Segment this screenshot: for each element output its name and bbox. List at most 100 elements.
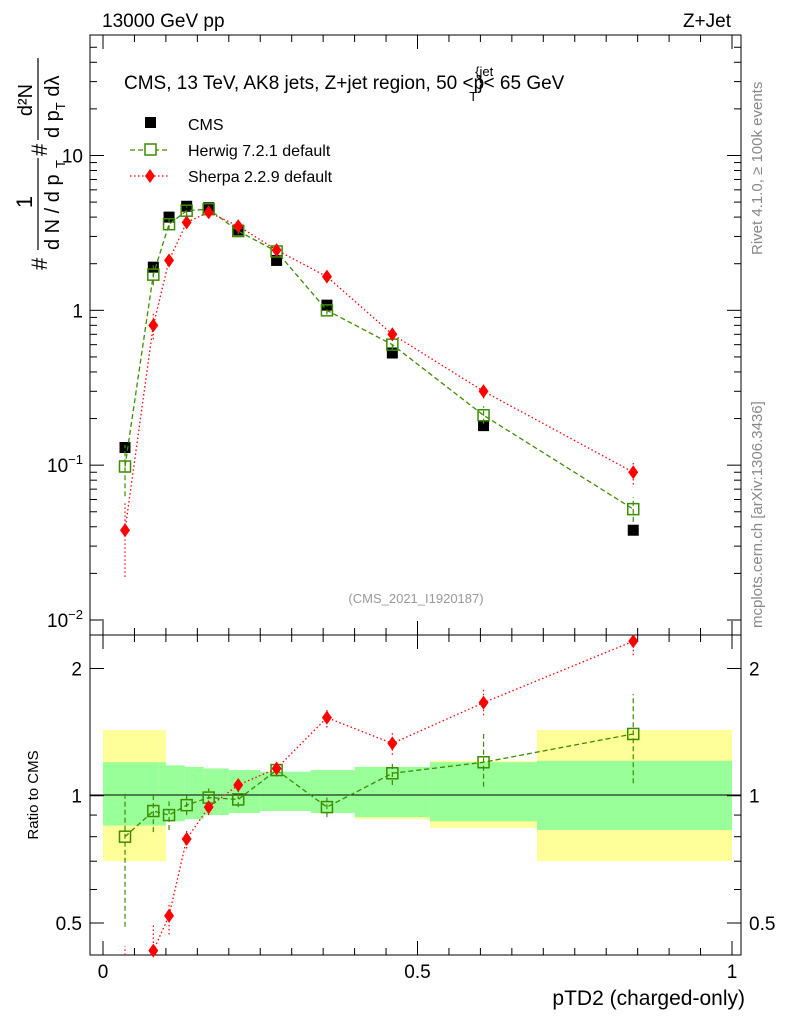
ratio-band-inner-bin — [159, 762, 166, 826]
y-label-deriv-bottom: d pT dλ — [42, 76, 68, 138]
ratio-band-inner — [103, 760, 732, 830]
herwig-ratio-point — [626, 727, 640, 741]
sherpa-data-point — [203, 205, 214, 220]
sherpa-ratio-point — [181, 832, 192, 847]
x-tick-label: 0 — [98, 962, 109, 983]
cms-data-point — [386, 347, 398, 359]
plot-title-text: CMS, 13 TeV, AK8 jets, Z+jet region, 50 … — [124, 73, 484, 94]
y-label-sub-t-2: T — [53, 102, 68, 110]
herwig-data-point — [118, 460, 132, 473]
y-label-sub-t-1: T — [53, 160, 68, 168]
header-left: 13000 GeV pp — [102, 11, 225, 32]
x-tick-label: 0.5 — [404, 962, 430, 983]
sherpa-ratio-point — [628, 634, 639, 649]
tick-exponent: −2 — [68, 607, 83, 622]
plot-title-sup: {jet — [475, 64, 493, 79]
x-tick-label: 1 — [727, 962, 738, 983]
ratio-band-inner-bin — [228, 770, 261, 814]
analysis-id: (CMS_2021_I1920187) — [348, 591, 483, 606]
y-label-hash2: # — [27, 143, 52, 156]
sherpa-data-point — [233, 219, 244, 234]
y-label-hash1: # — [27, 257, 52, 270]
y-label-dp: d p — [42, 110, 64, 138]
sherpa-ratio-point — [478, 695, 489, 710]
ratio-band-inner-bin — [184, 766, 204, 820]
legend-label-herwig: Herwig 7.2.1 default — [188, 143, 331, 160]
sherpa-ratio-point — [233, 778, 244, 793]
ratio-y-tick-label-left: 0.5 — [56, 914, 82, 935]
herwig-data-point — [147, 268, 160, 281]
sherpa-ratio-point — [387, 736, 398, 751]
y-label-lambda: dλ — [42, 76, 64, 103]
herwig-data-point — [626, 502, 640, 516]
legend-label-sherpa: Sherpa 2.2.9 default — [188, 169, 333, 186]
series-layer — [118, 200, 640, 958]
sherpa-data-point — [387, 327, 398, 342]
header-right: Z+Jet — [683, 11, 732, 32]
plot-title-end: }< 65 GeV — [477, 73, 564, 94]
ratio-band-inner-bin — [103, 762, 160, 826]
tick-base: 10 — [62, 146, 83, 167]
sherpa-ratio-point — [164, 908, 175, 923]
herwig-ratio-point — [180, 798, 193, 812]
ratio-y-tick-label-right: 2 — [749, 659, 760, 680]
sherpa-ratio-point — [271, 761, 282, 776]
herwig-data-point — [477, 409, 490, 422]
sherpa-data-point — [148, 318, 159, 333]
main-y-tick-label: 10 — [62, 146, 83, 167]
ratio-band-inner-bin — [430, 762, 538, 822]
ratio-band-inner-bin — [165, 765, 185, 822]
sherpa-data-point — [271, 243, 282, 258]
y-label-frac-bottom: d N / d p — [42, 174, 64, 250]
herwig-ratio-point — [386, 767, 399, 780]
tick-base: 10 — [47, 611, 68, 632]
sherpa-data-point — [120, 523, 131, 538]
main-y-axis-label: # 1 d N / d p T # d²N d pT dλ — [12, 58, 68, 270]
tick-exponent: −1 — [68, 452, 83, 467]
herwig-main-line — [124, 208, 634, 510]
tick-base: 10 — [47, 456, 68, 477]
legend-marker-herwig — [144, 143, 157, 156]
herwig-data-point — [320, 304, 334, 317]
legend-label-cms: CMS — [188, 117, 224, 134]
ratio-y-axis-label: Ratio to CMS — [25, 750, 42, 839]
sherpa-data-point — [628, 465, 639, 480]
sherpa-main-line — [124, 211, 634, 531]
sherpa-ratio-point — [321, 710, 332, 725]
plot-title: CMS, 13 TeV, AK8 jets, Z+jet region, 50 … — [124, 64, 565, 104]
sherpa-data-point — [181, 215, 192, 230]
herwig-ratio-point — [477, 756, 490, 769]
sherpa-ratio-point — [148, 943, 159, 958]
cms-data-point — [478, 420, 490, 432]
y-label-deriv-top: d²N — [15, 84, 37, 116]
sherpa-data-point — [478, 384, 489, 399]
herwig-data-point — [162, 217, 176, 231]
cms-data-point — [163, 211, 175, 223]
tick-base: 1 — [72, 301, 83, 322]
main-y-tick-label: 1 — [72, 301, 83, 322]
main-y-tick-label: 10−2 — [47, 607, 83, 632]
ratio-y-tick-label-right: 0.5 — [749, 914, 775, 935]
herwig-ratio-point — [320, 800, 334, 814]
x-axis-label: pTD2 (charged-only) — [552, 987, 745, 1010]
ratio-y-tick-label-left: 2 — [71, 659, 82, 680]
sherpa-data-point — [321, 269, 332, 284]
legend-marker-sherpa — [145, 169, 155, 183]
mcplots-label: mcplots.cern.ch [arXiv:1306.3436] — [749, 401, 766, 628]
legend: CMS Herwig 7.2.1 default Sherpa 2.2.9 de… — [130, 117, 333, 186]
ratio-y-tick-label-left: 1 — [71, 787, 82, 808]
herwig-ratio-point — [147, 804, 160, 818]
plot-title-sub: T — [469, 89, 477, 104]
main-y-tick-label: 10−1 — [47, 452, 83, 477]
sherpa-data-point — [164, 253, 175, 268]
ratio-y-tick-label-right: 1 — [749, 787, 760, 808]
legend-marker-cms — [145, 117, 156, 128]
herwig-ratio-point — [231, 793, 245, 806]
herwig-ratio-point — [118, 830, 132, 843]
ratio-band-inner-bin — [260, 771, 311, 812]
cms-data-point — [271, 254, 283, 266]
rivet-label: Rivet 4.1.0, ≥ 100k events — [749, 82, 766, 255]
y-label-frac-top: 1 — [12, 196, 37, 208]
